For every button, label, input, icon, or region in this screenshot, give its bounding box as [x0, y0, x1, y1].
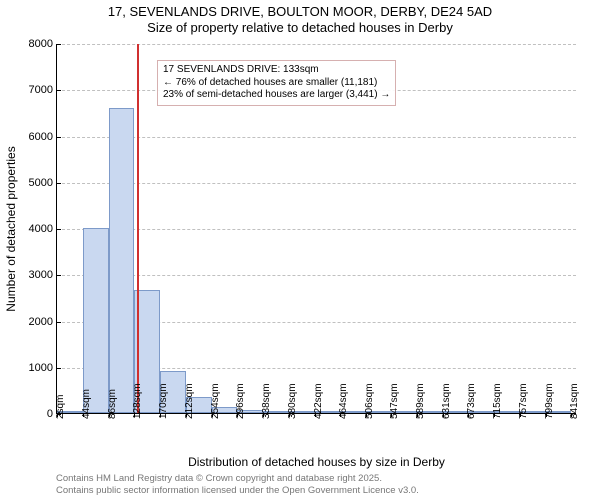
x-tick-label: 464sqm: [338, 383, 349, 419]
x-tick-label: 422sqm: [313, 383, 324, 419]
x-tick-label: 841sqm: [569, 383, 580, 419]
title-line2: Size of property relative to detached ho…: [0, 20, 600, 36]
x-axis-label: Distribution of detached houses by size …: [57, 455, 576, 469]
reference-line: [137, 44, 139, 413]
y-tick-label: 2000: [13, 316, 57, 328]
x-tick-label: 757sqm: [518, 383, 529, 419]
credits-line2: Contains public sector information licen…: [56, 485, 419, 496]
x-tick-label: 44sqm: [81, 389, 92, 419]
y-tick-label: 5000: [13, 177, 57, 189]
histogram-chart: Number of detached properties Distributi…: [56, 44, 576, 414]
x-tick-label: 296sqm: [235, 383, 246, 419]
x-tick-label: 170sqm: [158, 383, 169, 419]
annotation-line: ← 76% of detached houses are smaller (11…: [163, 77, 390, 90]
y-tick-label: 4000: [13, 223, 57, 235]
gridline: [57, 275, 576, 276]
x-tick-label: 673sqm: [466, 383, 477, 419]
y-tick-label: 1000: [13, 362, 57, 374]
x-tick-label: 380sqm: [287, 383, 298, 419]
x-tick-label: 506sqm: [364, 383, 375, 419]
annotation-box: 17 SEVENLANDS DRIVE: 133sqm← 76% of deta…: [157, 60, 396, 106]
y-tick-label: 6000: [13, 131, 57, 143]
x-tick-label: 547sqm: [389, 383, 400, 419]
plot-area: Number of detached properties Distributi…: [56, 44, 576, 414]
x-tick-label: 254sqm: [210, 383, 221, 419]
histogram-bar: [83, 228, 109, 413]
x-tick-label: 212sqm: [184, 383, 195, 419]
x-tick-label: 2sqm: [55, 395, 66, 419]
y-tick-label: 3000: [13, 269, 57, 281]
credits-line1: Contains HM Land Registry data © Crown c…: [56, 473, 419, 484]
gridline: [57, 44, 576, 45]
y-tick-label: 0: [13, 408, 57, 420]
y-tick-label: 7000: [13, 84, 57, 96]
gridline: [57, 183, 576, 184]
x-tick-label: 799sqm: [544, 383, 555, 419]
title-line1: 17, SEVENLANDS DRIVE, BOULTON MOOR, DERB…: [0, 4, 600, 20]
x-tick-label: 128sqm: [132, 383, 143, 419]
x-tick-label: 338sqm: [261, 383, 272, 419]
y-tick-label: 8000: [13, 38, 57, 50]
annotation-line: 17 SEVENLANDS DRIVE: 133sqm: [163, 64, 390, 77]
credits-text: Contains HM Land Registry data © Crown c…: [56, 473, 419, 496]
gridline: [57, 137, 576, 138]
gridline: [57, 229, 576, 230]
annotation-line: 23% of semi-detached houses are larger (…: [163, 89, 390, 102]
x-tick-label: 589sqm: [415, 383, 426, 419]
histogram-bar: [109, 108, 135, 413]
x-tick-label: 86sqm: [107, 389, 118, 419]
x-tick-label: 715sqm: [492, 383, 503, 419]
x-tick-label: 631sqm: [441, 383, 452, 419]
chart-title: 17, SEVENLANDS DRIVE, BOULTON MOOR, DERB…: [0, 0, 600, 37]
